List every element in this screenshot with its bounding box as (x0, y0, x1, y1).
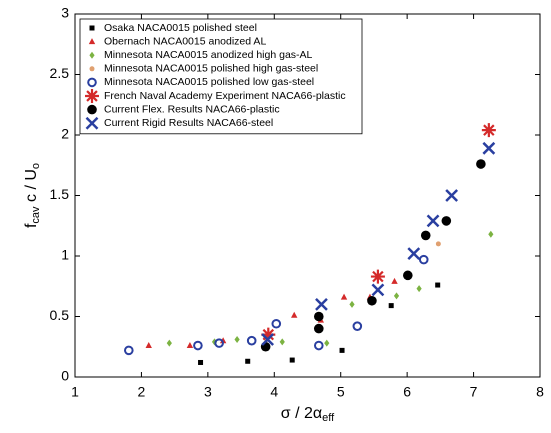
y-axis-label: fcav c / Uo (23, 163, 42, 228)
y-tick-label: 2.5 (50, 65, 70, 81)
x-tick-label: 8 (536, 384, 544, 400)
marker-x (315, 298, 328, 311)
x-tick-label: 1 (71, 384, 79, 400)
marker-circle (476, 159, 486, 169)
marker-star (481, 123, 496, 138)
marker-ring (246, 335, 257, 346)
marker-x (407, 247, 421, 260)
marker-diamond (488, 230, 494, 238)
marker-triangle (88, 38, 96, 45)
marker-diamond (416, 285, 422, 293)
legend-label: Osaka NACA0015 polished steel (104, 22, 257, 34)
marker-diamond (89, 51, 95, 59)
y-tick-label: 3 (61, 5, 69, 21)
legend-label: Obernach NACA0015 anodized AL (104, 35, 266, 47)
marker-diamond (234, 335, 240, 343)
marker-x (261, 333, 275, 346)
marker-square (435, 282, 441, 288)
y-tick-label: 2 (61, 126, 69, 142)
marker-square (89, 25, 95, 31)
legend-label: Minnesota NACA0015 anodized high gas-AL (104, 49, 313, 61)
x-axis-label-part: σ / 2α (281, 405, 322, 422)
marker-circle (441, 216, 452, 226)
y-axis-label-part: cav (30, 206, 42, 224)
marker-circle (367, 295, 377, 306)
marker-diamond (279, 338, 285, 346)
marker-x (445, 189, 459, 202)
y-axis-label-part: c / U (23, 169, 40, 206)
x-tick-label: 4 (270, 384, 278, 400)
marker-ring (193, 340, 203, 351)
marker-circle (403, 270, 413, 281)
marker-ring (313, 340, 324, 351)
legend-label: Minnesota NACA0015 polished low gas-stee… (104, 76, 314, 88)
marker-square (245, 358, 251, 364)
y-tick-label: 1 (61, 247, 69, 263)
marker-square (198, 359, 204, 365)
marker-ring (124, 345, 134, 356)
marker-dot (435, 241, 441, 247)
marker-diamond (349, 300, 355, 308)
x-axis-label: σ / 2αeff (281, 405, 335, 424)
marker-x (85, 116, 99, 130)
marker-circle (313, 311, 324, 322)
marker-diamond (166, 339, 172, 347)
y-axis-label-part: f (23, 223, 40, 228)
legend-label: Minnesota NACA0015 polished high gas-ste… (104, 63, 318, 75)
y-tick-label: 0.5 (50, 307, 70, 323)
marker-star (85, 89, 99, 103)
marker-diamond (324, 339, 330, 347)
x-tick-label: 6 (403, 384, 411, 400)
marker-ring (87, 77, 97, 88)
y-tick-label: 1.5 (50, 186, 70, 202)
marker-square (289, 357, 295, 363)
legend-box (79, 18, 363, 135)
marker-ring (271, 318, 282, 329)
legend-label: French Naval Academy Experiment NACA66-p… (104, 90, 346, 102)
marker-triangle (391, 277, 398, 284)
marker-x (371, 283, 385, 297)
marker-circle (420, 230, 431, 241)
marker-circle (313, 323, 324, 334)
marker-square (388, 303, 394, 309)
marker-square (339, 347, 345, 353)
x-tick-label: 2 (138, 384, 146, 400)
marker-ring (214, 338, 224, 348)
marker-triangle (186, 342, 194, 349)
legend-label: Current Rigid Results NACA66-steel (104, 117, 273, 129)
marker-ring (418, 254, 429, 265)
x-axis-label-part: eff (322, 412, 335, 424)
marker-triangle (291, 311, 298, 318)
marker-circle (87, 104, 97, 115)
marker-triangle (219, 337, 227, 344)
marker-x (426, 214, 440, 228)
marker-x (482, 141, 496, 155)
marker-dot (89, 66, 95, 72)
x-tick-label: 7 (470, 384, 478, 400)
marker-triangle (340, 293, 348, 300)
marker-triangle (145, 342, 152, 349)
marker-ring (352, 321, 363, 331)
x-tick-label: 5 (337, 384, 345, 400)
marker-star (370, 269, 385, 284)
marker-diamond (393, 292, 400, 300)
legend-label: Current Flex. Results NACA66-plastic (104, 103, 280, 115)
x-tick-label: 3 (204, 384, 212, 400)
y-tick-label: 0 (61, 368, 69, 384)
y-axis-label-part: o (30, 163, 42, 169)
marker-star (261, 327, 276, 342)
